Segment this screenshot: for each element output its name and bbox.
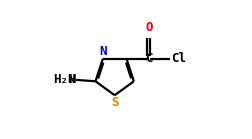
Text: Cl: Cl (170, 52, 185, 65)
Text: N: N (99, 45, 106, 58)
Text: H₂N: H₂N (53, 73, 76, 86)
Text: O: O (144, 21, 152, 34)
Text: S: S (110, 96, 118, 109)
Text: H: H (68, 73, 75, 86)
Text: C: C (144, 52, 152, 65)
